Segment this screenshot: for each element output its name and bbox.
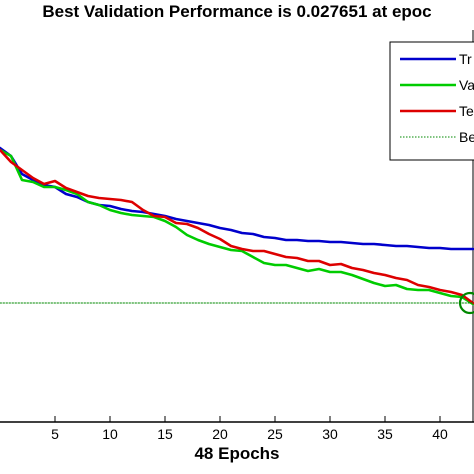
legend-label-2: Va	[459, 77, 474, 93]
legend-box	[389, 41, 474, 161]
x-tick-label-20: 20	[212, 426, 228, 442]
series-line-3	[0, 148, 474, 305]
x-tick-label-35: 35	[377, 426, 393, 442]
x-tick-label-5: 5	[51, 426, 59, 442]
x-tick-label-30: 30	[322, 426, 338, 442]
x-axis-label: 48 Epochs	[194, 444, 280, 463]
x-tick-label-10: 10	[102, 426, 118, 442]
chart-title: Best Validation Performance is 0.027651 …	[42, 2, 432, 21]
series-line-1	[0, 146, 474, 251]
legend-label-3: Te	[459, 103, 474, 119]
best-point-marker	[458, 291, 474, 315]
series-line-2	[0, 148, 474, 306]
x-tick-label-40: 40	[432, 426, 448, 442]
x-tick-label-25: 25	[267, 426, 283, 442]
legend-label-4: Be	[459, 129, 474, 145]
legend-label-1: Tr	[459, 51, 472, 67]
x-tick-label-15: 15	[157, 426, 173, 442]
